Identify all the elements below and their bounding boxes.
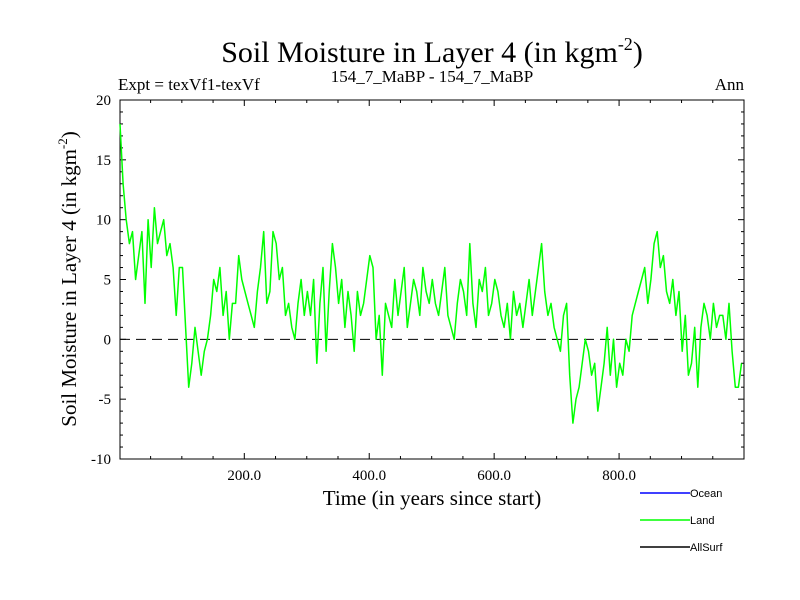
x-axis: 200.0 400.0 600.0 800.0 <box>150 100 714 484</box>
y-axis: -10 -5 0 5 10 15 20 <box>91 93 744 468</box>
legend: Ocean Land AllSurf <box>640 488 723 554</box>
legend-allsurf-label: AllSurf <box>690 542 723 554</box>
subtitle-center: 154_7_MaBP - 154_7_MaBP <box>331 67 533 86</box>
y-tick-label: 5 <box>104 273 112 289</box>
y-tick-label: 0 <box>104 332 112 348</box>
y-tick-label: 15 <box>96 153 111 169</box>
subtitle-period: Ann <box>715 75 745 94</box>
y-tick-label: -5 <box>99 392 112 408</box>
subtitle-experiment: Expt = texVf1-texVf <box>118 75 260 94</box>
x-axis-label: Time (in years since start) <box>323 486 542 510</box>
chart-title: Soil Moisture in Layer 4 (in kgm-2) <box>221 34 643 69</box>
series-land-line <box>119 123 743 424</box>
y-axis-label: Soil Moisture in Layer 4 (in kgm-2) <box>55 131 81 426</box>
y-tick-label: 10 <box>96 213 111 229</box>
x-tick-label: 800.0 <box>602 468 636 484</box>
y-tick-label: -10 <box>91 452 111 468</box>
x-tick-label: 600.0 <box>477 468 511 484</box>
legend-land-label: Land <box>690 515 714 527</box>
legend-ocean-label: Ocean <box>690 488 722 500</box>
x-tick-label: 200.0 <box>227 468 261 484</box>
x-tick-label: 400.0 <box>352 468 386 484</box>
y-tick-label: 20 <box>96 93 111 109</box>
